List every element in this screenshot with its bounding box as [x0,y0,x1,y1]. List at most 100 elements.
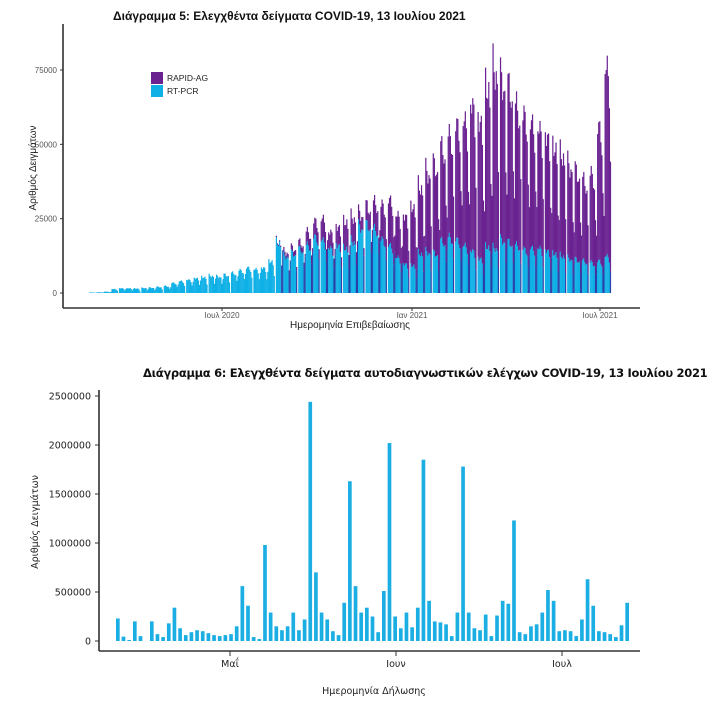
chart5-bar-rt-pcr [255,267,257,293]
chart5-bar-rapid-ag [502,100,504,245]
chart5-bar-rt-pcr [106,291,108,293]
chart5-bar-rt-pcr [129,288,131,293]
chart5-bar-rt-pcr [422,256,424,293]
chart5-bar-rt-pcr [433,250,435,293]
chart5-bar-rapid-ag [540,131,542,249]
chart5-bar-rt-pcr [209,276,211,293]
chart5-bar-rt-pcr [132,288,134,293]
chart6-y-tick-label: 500000 [55,588,91,599]
chart5-bar-rapid-ag [458,140,460,245]
chart5-bar-rt-pcr [291,251,294,293]
chart5-bar-rapid-ag [474,137,476,258]
chart6-bar [461,466,465,641]
chart5-bar-rapid-ag [519,125,521,250]
chart5-bar-rt-pcr [388,244,391,293]
chart5-bar-rt-pcr [551,257,553,293]
chart5-bar-rt-pcr [354,244,356,293]
chart5-bar-rt-pcr [506,248,508,293]
chart5-bar-rt-pcr [593,266,596,293]
chart5-bar-rapid-ag [363,248,365,256]
chart5-bar-rt-pcr [272,265,274,293]
chart5-bar-rt-pcr [599,259,601,293]
chart5-bar-rapid-ag [361,216,363,230]
chart5-bar-rt-pcr [237,276,239,293]
chart5-bar-rapid-ag [276,243,279,245]
chart5-bar-rt-pcr [504,242,506,293]
chart5-bar-rt-pcr [257,273,259,293]
chart5-bar-rt-pcr [509,245,511,293]
chart5-bar-rt-pcr [478,260,480,293]
chart6-bar [421,459,426,641]
chart5-bar-rapid-ag [413,204,415,265]
chart5-bar-rt-pcr [540,248,542,293]
chart5-bar-rt-pcr [601,266,603,293]
chart5-bar-rt-pcr [280,246,282,293]
chart5-bar-rapid-ag [323,222,326,243]
chart5-bar-rapid-ag [420,185,423,253]
chart5-bar-rt-pcr [385,260,387,293]
chart5-bar-rt-pcr [270,261,272,293]
chart5-bar-rt-pcr [111,289,113,293]
legend-label-rapid-ag: RAPID-AG [167,73,208,83]
chart6-bar [149,621,154,641]
chart5-bar-rapid-ag [432,153,434,250]
chart5-bar-rt-pcr [584,262,586,293]
chart5-bar-rt-pcr [484,242,487,293]
chart5-bar-rt-pcr [472,249,474,293]
chart5-bar-rapid-ag [407,228,409,269]
chart5-bar-rt-pcr [590,260,592,293]
chart5-bar-rapid-ag [351,218,353,243]
chart5-bar-rapid-ag [511,101,513,246]
chart5-bar-rapid-ag [554,152,556,255]
chart5-bar-rapid-ag [292,251,295,257]
chart5-bar-rt-pcr [464,242,466,293]
chart6-bar [489,636,494,641]
chart5-bar-rt-pcr [119,288,122,293]
chart5-bar-rt-pcr [507,238,509,293]
chart5-bar-rt-pcr [461,248,463,293]
chart5-bar-rapid-ag [478,131,480,261]
chart5-bar-rt-pcr [99,292,101,293]
chart5-bar-rt-pcr [413,264,415,293]
chart5-bar-rt-pcr [600,263,602,293]
chart5-bar-rt-pcr [316,242,318,293]
chart5-bar-rt-pcr [511,245,513,293]
chart5-bar-rt-pcr [307,245,310,293]
chart5-bar-rt-pcr [127,288,129,293]
chart5-bar-rt-pcr [537,248,539,293]
chart5-bar-rt-pcr [459,248,461,293]
chart5-bar-rapid-ag [534,152,536,256]
chart6-bar [500,600,505,641]
chart5-bar-rt-pcr [350,235,352,293]
chart5-bar-rapid-ag [335,223,337,244]
chart5-bar-rt-pcr [402,263,405,293]
chart5-bar-rt-pcr [197,280,200,293]
chart6-bar [614,637,618,641]
chart5-bar-rt-pcr [259,272,261,293]
chart5-x-tick-label: Ιαν 2021 [397,311,428,320]
chart5-bar-rt-pcr [583,258,585,293]
chart5-bar-rapid-ag [477,111,479,257]
chart5-bar-rt-pcr [116,290,118,293]
chart5-bar-rt-pcr [172,282,174,293]
chart5-bar-rt-pcr [359,224,361,293]
chart5-bar-rt-pcr [505,262,507,293]
chart5-bar-rapid-ag [562,153,565,256]
chart5-bar-rt-pcr [266,279,268,293]
chart5-bar-rt-pcr [141,287,143,293]
chart5-bar-rapid-ag [441,136,443,237]
chart5-bar-rt-pcr [591,262,593,293]
chart5-bar-rapid-ag [595,235,598,268]
chart5-bar-rt-pcr [224,273,226,293]
chart5-bar-rapid-ag [463,121,465,246]
chart5-bar-rt-pcr [306,241,308,293]
chart5-bar-rt-pcr [539,245,541,293]
chart5-bar-rt-pcr [574,256,576,293]
chart5-bar-rt-pcr [573,264,575,293]
chart5-bar-rt-pcr [288,272,290,293]
chart5-bar-rt-pcr [480,257,482,293]
chart5-bar-rapid-ag [375,205,377,231]
chart5-bar-rapid-ag [526,141,528,256]
chart5-bar-rapid-ag [359,210,361,225]
chart6-bar [517,632,522,641]
